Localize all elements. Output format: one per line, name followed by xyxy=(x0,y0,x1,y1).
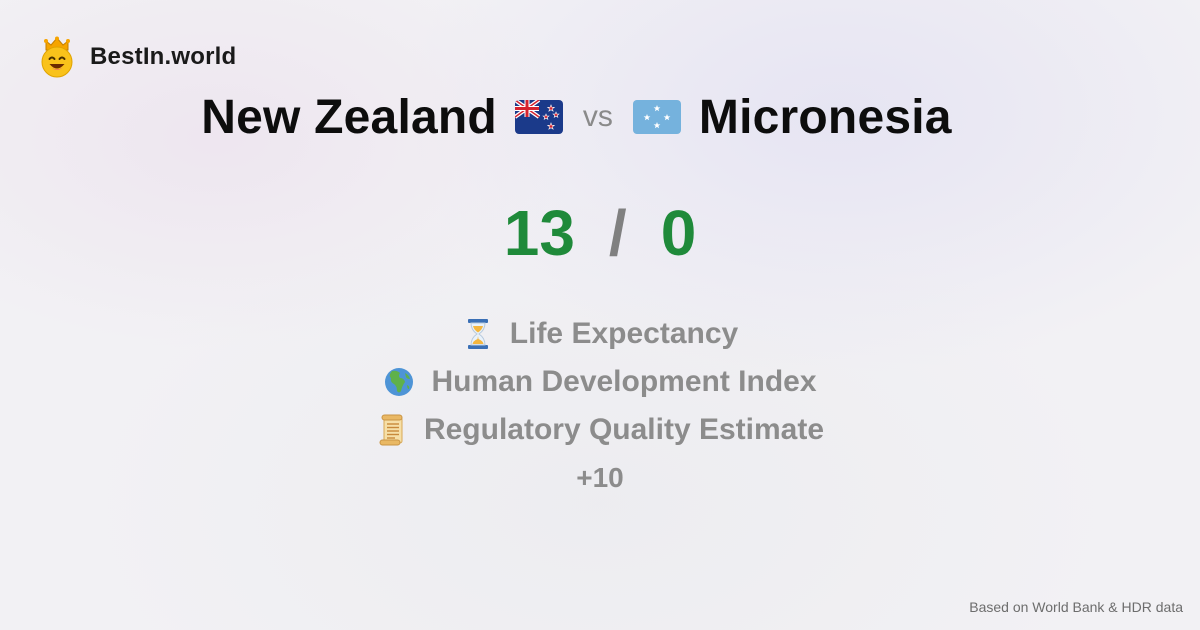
more-metrics-count: +10 xyxy=(576,462,624,493)
right-score: 0 xyxy=(660,197,697,269)
comparison-title: New Zealand vs Micronesia xyxy=(0,86,1153,148)
score-display: 13 / 0 xyxy=(0,192,1200,274)
new-zealand-flag-icon xyxy=(514,100,563,134)
score-separator: / xyxy=(608,197,627,269)
left-country-name: New Zealand xyxy=(201,90,497,144)
brand-name: BestIn.world xyxy=(90,43,237,70)
metrics-list: Life Expectancy Human Development Index … xyxy=(0,310,1200,502)
left-score: 13 xyxy=(503,197,575,269)
right-country-name: Micronesia xyxy=(698,90,952,144)
data-source-note: Based on World Bank & HDR data xyxy=(969,599,1183,615)
hourglass-icon xyxy=(467,319,488,349)
metric-item: Regulatory Quality Estimate xyxy=(376,406,824,454)
metric-item: Human Development Index xyxy=(383,358,817,406)
brand[interactable]: BestIn.world xyxy=(38,36,236,78)
micronesia-flag-icon xyxy=(632,100,681,134)
metric-label: Human Development Index xyxy=(431,365,817,398)
smiling-crowned-face-icon xyxy=(41,36,73,78)
metric-label: Regulatory Quality Estimate xyxy=(423,413,825,446)
scroll-icon xyxy=(379,414,403,446)
vs-label: vs xyxy=(582,100,613,133)
globe-africa-europe-icon xyxy=(385,368,414,396)
metric-item: Life Expectancy xyxy=(462,310,738,358)
metric-label: Life Expectancy xyxy=(509,317,739,350)
